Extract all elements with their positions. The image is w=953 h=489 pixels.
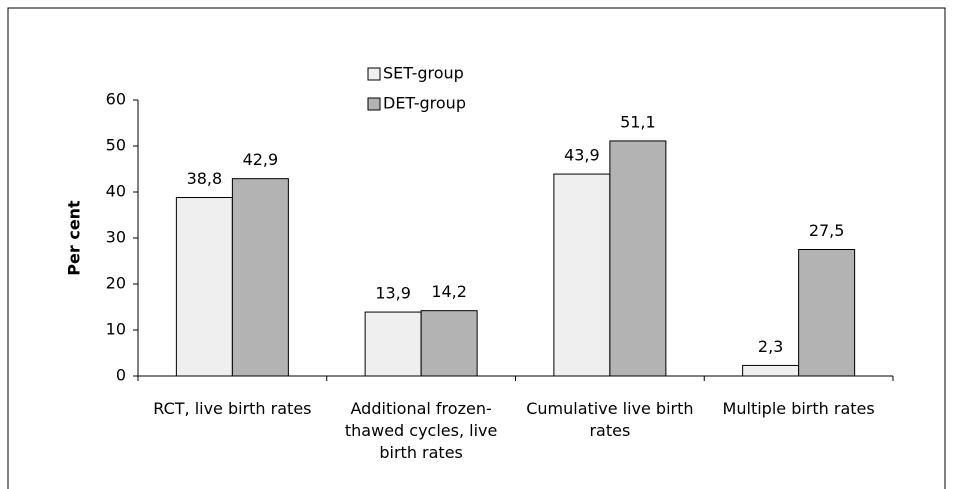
x-tick-label: Additional frozen-thawed cycles, live bi… (344, 399, 498, 462)
bar (175, 197, 233, 377)
value-label: 27,5 (809, 221, 845, 240)
y-tick-label: 50 (106, 136, 126, 155)
value-label: 38,8 (187, 169, 223, 188)
value-label: 13,9 (375, 284, 411, 303)
y-tick-label: 40 (106, 182, 126, 201)
bar (553, 173, 611, 377)
y-axis-label: Per cent (65, 200, 84, 276)
bar (609, 140, 667, 377)
legend-label: DET-group (383, 94, 466, 113)
bar (364, 311, 422, 377)
value-label: 14,2 (431, 282, 467, 301)
y-tick-label: 20 (106, 274, 126, 293)
y-tick-label: 60 (106, 90, 126, 109)
legend-swatch (367, 67, 381, 81)
bar (420, 310, 478, 377)
y-tick-label: 10 (106, 320, 126, 339)
value-label: 43,9 (564, 146, 600, 165)
legend-label: SET-group (383, 64, 464, 83)
x-tick-label: RCT, live birth rates (153, 399, 312, 418)
value-label: 2,3 (758, 337, 783, 356)
x-tick-label: Multiple birth rates (722, 399, 875, 418)
y-tick-label: 0 (116, 366, 126, 385)
bar (231, 178, 289, 377)
bar (798, 249, 856, 377)
y-tick-label: 30 (106, 228, 126, 247)
frame (7, 7, 946, 489)
x-tick-label: Cumulative live birth rates (526, 399, 694, 440)
bar (742, 364, 800, 377)
value-label: 51,1 (620, 112, 656, 131)
value-label: 42,9 (243, 150, 279, 169)
legend-swatch (367, 97, 381, 111)
